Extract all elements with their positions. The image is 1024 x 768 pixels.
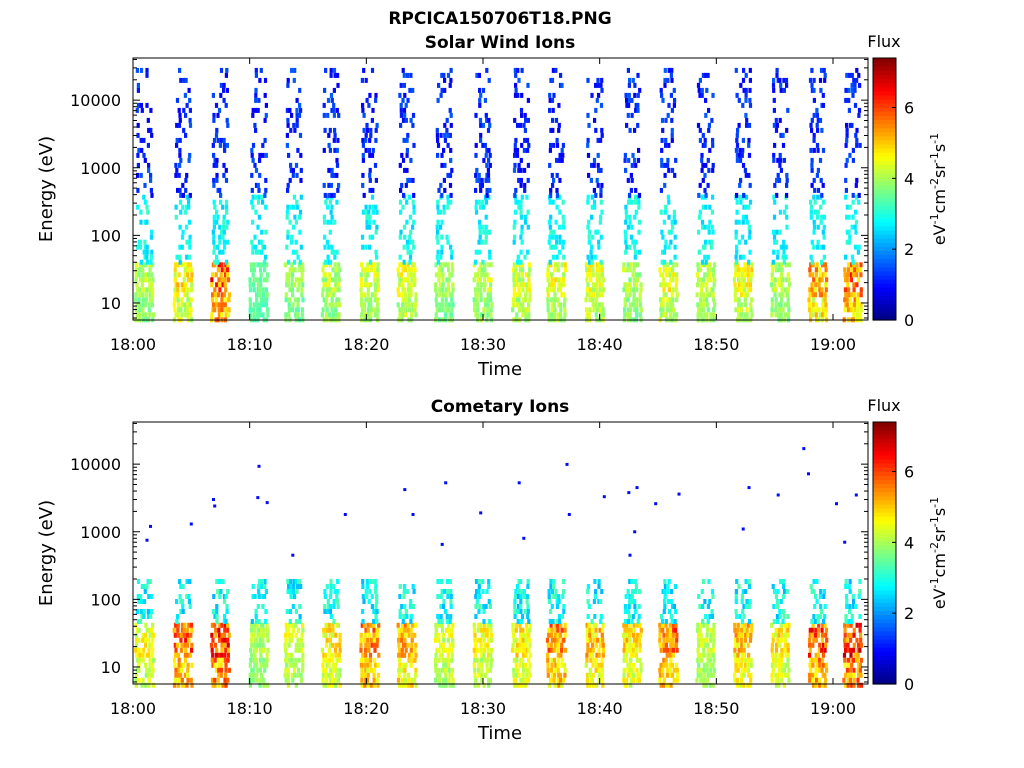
panel-solar-wind: Solar Wind Ions 18:00 18:10 18:20 18:30 18:4…	[36, 32, 949, 380]
y-tick-label: 100	[90, 226, 121, 245]
x-tick-label: 18:30	[460, 699, 506, 718]
colorbar-tick-label: 6	[904, 99, 914, 118]
y-tick-label: 1000	[80, 159, 121, 178]
sparse-point	[149, 524, 152, 528]
colorbar-label-solar-wind: eV-1cm-2sr-1s-1	[928, 133, 949, 245]
sparse-point	[854, 493, 858, 497]
sparse-point	[635, 486, 639, 490]
colorbar-tick-label: 4	[904, 169, 914, 188]
x-tick-label: 19:00	[810, 335, 856, 354]
x-tick-label: 18:00	[110, 699, 156, 718]
x-tick-label: 19:00	[810, 699, 856, 718]
y-tick-label: 100	[90, 590, 121, 609]
y-tick-label: 1000	[80, 523, 121, 542]
colorbar-tick-label: 2	[904, 240, 914, 259]
panel-title-cometary: Cometary Ions	[431, 397, 570, 417]
sparse-point	[565, 462, 569, 466]
sparse-point	[741, 527, 745, 531]
sparse-point	[444, 481, 448, 485]
sparse-point	[479, 511, 483, 515]
x-axis-cometary: 18:00 18:10 18:20 18:30 18:40 18:50 19:00	[110, 422, 856, 718]
colorbar-frame	[872, 421, 897, 685]
sparse-point	[802, 447, 806, 451]
sparse-point	[256, 496, 260, 500]
sparse-point	[628, 553, 632, 557]
plot-frame-solar-wind	[132, 57, 869, 321]
colorbar-tick-label: 6	[904, 463, 914, 482]
colorbar-label-cometary: eV-1cm-2sr-1s-1	[928, 497, 949, 609]
sparse-point	[807, 472, 810, 476]
sparse-point	[440, 542, 444, 546]
y-axis-label-solar-wind: Energy (eV)	[36, 136, 57, 242]
x-tick-label: 18:20	[343, 699, 389, 718]
sparse-point	[291, 553, 295, 557]
sparse-point	[189, 522, 193, 526]
figure-title: RPCICA150706T18.PNG	[388, 9, 611, 29]
x-tick-label: 18:30	[460, 335, 506, 354]
colorbar-frame	[872, 57, 897, 321]
sparse-point	[403, 488, 407, 492]
colorbar-title-cometary: Flux	[867, 396, 900, 415]
sparse-point	[633, 530, 637, 534]
y-axis-solar-wind: 10 100 1000 10000	[70, 58, 868, 319]
spectrogram-solar-wind	[134, 67, 863, 323]
y-axis-cometary: 10 100 1000 10000	[70, 422, 868, 683]
sparse-point	[517, 481, 521, 485]
y-tick-label: 10000	[70, 91, 121, 110]
colorbar-title-solar-wind: Flux	[867, 32, 900, 51]
sparse-point	[747, 486, 751, 490]
sparse-point	[212, 498, 215, 501]
sparse-point	[213, 504, 217, 508]
y-tick-label: 10000	[70, 455, 121, 474]
colorbar-solar-wind: 0 2 4 6	[872, 57, 914, 330]
sparse-point	[257, 464, 261, 468]
colorbar-tick-label: 4	[904, 533, 914, 552]
x-tick-label: 18:10	[227, 699, 273, 718]
sparse-point	[654, 502, 658, 506]
y-tick-label: 10	[101, 658, 121, 677]
sparse-point	[776, 493, 780, 497]
x-tick-label: 18:10	[227, 335, 273, 354]
sparse-point	[677, 492, 681, 496]
panel-title-solar-wind: Solar Wind Ions	[425, 33, 576, 53]
sparse-point	[265, 501, 269, 505]
x-axis-solar-wind: 18:00 18:10 18:20 18:30 18:40 18:50 19:00	[110, 58, 856, 354]
colorbar-tick-label: 0	[904, 675, 914, 694]
x-tick-label: 18:40	[577, 335, 623, 354]
panel-cometary: Cometary Ions 18:00 18:10 18:20 18:30 18:40 1…	[36, 396, 949, 744]
colorbar-tick-label: 2	[904, 604, 914, 623]
spectrogram-cometary	[134, 447, 864, 688]
sparse-point	[567, 513, 571, 516]
x-tick-label: 18:20	[343, 335, 389, 354]
sparse-point	[411, 513, 415, 516]
sparse-point	[343, 513, 347, 516]
y-tick-label: 10	[101, 294, 121, 313]
x-tick-label: 18:50	[693, 335, 739, 354]
sparse-point	[627, 491, 631, 495]
sparse-point	[835, 502, 838, 506]
plot-frame-cometary	[132, 421, 869, 685]
sparse-point	[145, 538, 149, 542]
sparse-point	[522, 536, 526, 540]
sparse-point	[602, 495, 606, 499]
x-tick-label: 18:50	[693, 699, 739, 718]
x-tick-label: 18:40	[577, 699, 623, 718]
sparse-point	[843, 540, 847, 544]
y-axis-label-cometary: Energy (eV)	[36, 500, 57, 606]
colorbar-cometary: 0 2 4 6	[872, 421, 914, 694]
x-axis-label-solar-wind: Time	[477, 359, 522, 380]
colorbar-tick-label: 0	[904, 311, 914, 330]
x-tick-label: 18:00	[110, 335, 156, 354]
x-axis-label-cometary: Time	[477, 723, 522, 744]
